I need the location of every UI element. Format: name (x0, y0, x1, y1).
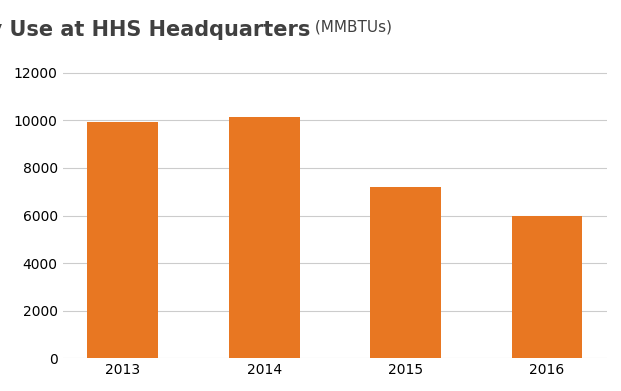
Bar (512, 215, 582, 358)
Text: (MMBTUs): (MMBTUs) (310, 20, 392, 34)
Bar (229, 117, 299, 358)
Bar (88, 122, 158, 358)
Bar (370, 187, 441, 358)
Text: Energy Use at HHS Headquarters: Energy Use at HHS Headquarters (0, 20, 310, 39)
